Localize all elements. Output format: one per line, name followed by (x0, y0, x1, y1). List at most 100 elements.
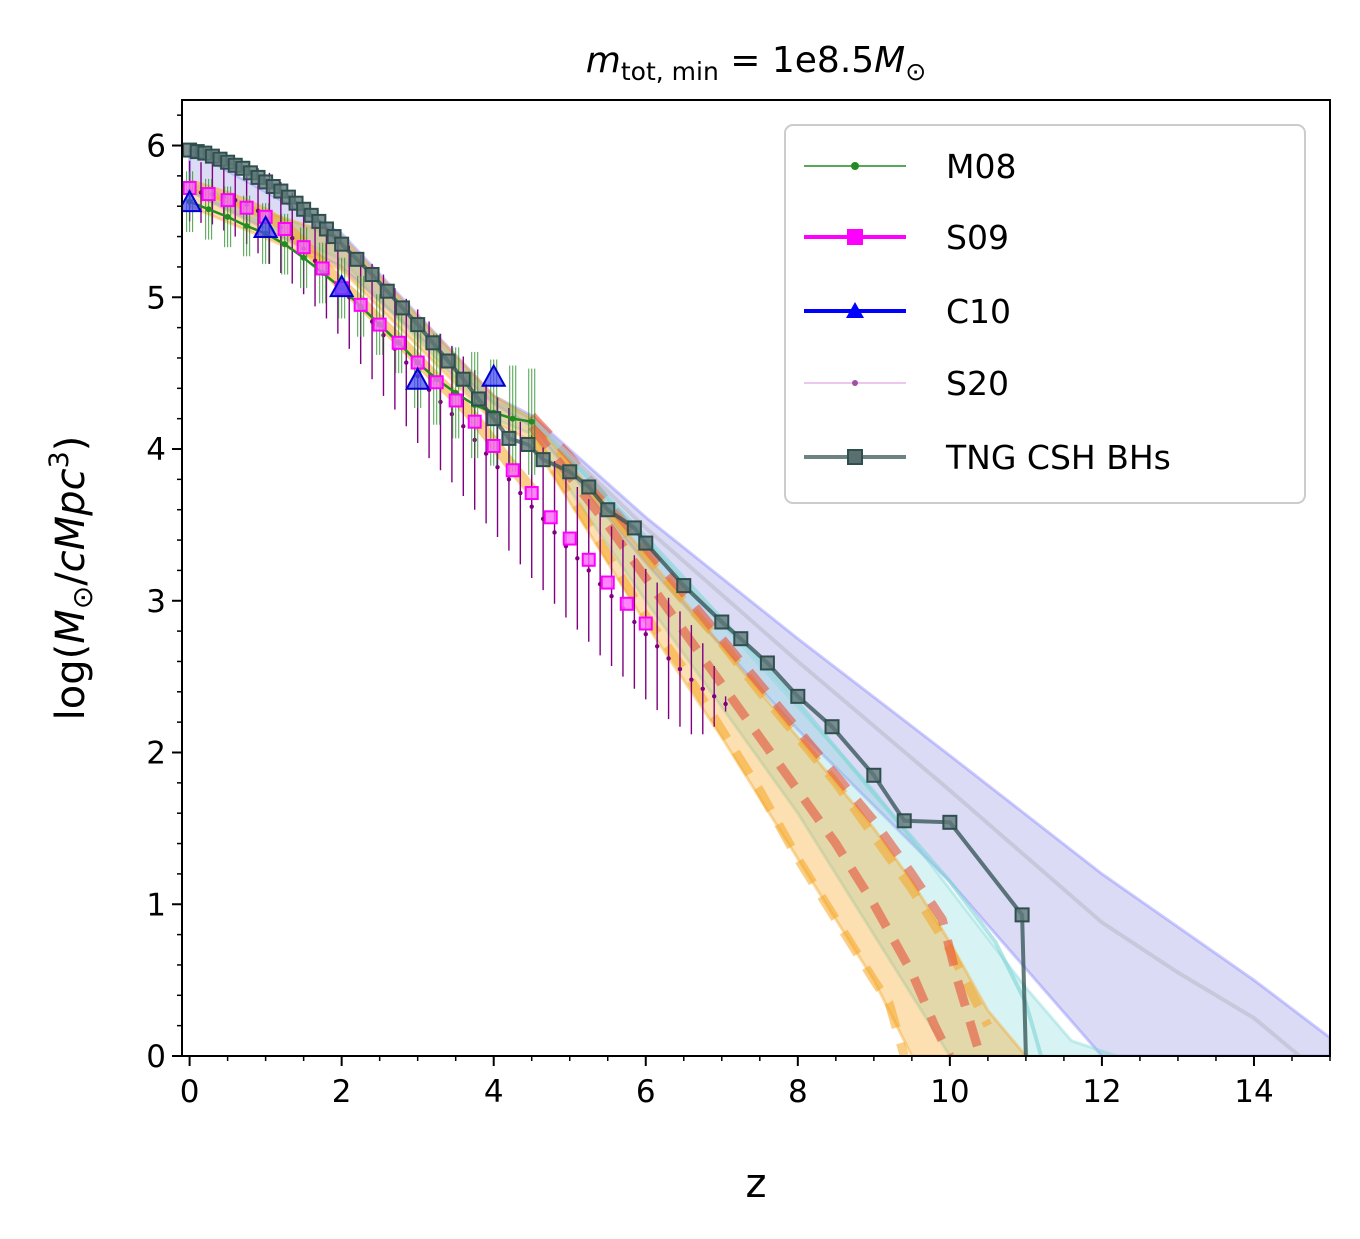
s09-point (467, 414, 482, 429)
c10-point (481, 363, 507, 387)
tng-point (562, 464, 578, 480)
tng-point (1014, 907, 1030, 923)
c10-point (404, 366, 431, 390)
s20-point (506, 477, 512, 482)
tng-point (733, 631, 749, 647)
svg-text:M08: M08 (946, 147, 1016, 186)
s20-point (689, 677, 694, 682)
s20-point (700, 686, 705, 691)
red-dashed-upper (528, 412, 985, 1056)
s09-point (524, 486, 539, 501)
tng-point (714, 614, 730, 630)
chart-title: mtot, min = 1e8.5M⊙ (586, 40, 926, 86)
y-tick-label: 4 (146, 432, 166, 468)
y-tick-label: 6 (146, 129, 166, 165)
tng-point (520, 436, 536, 452)
tng-point (486, 411, 502, 427)
s20-point (438, 399, 443, 405)
tng-point (471, 391, 487, 407)
legend-box (784, 124, 1306, 504)
x-tick-label: 0 (180, 1074, 200, 1110)
s20-point (575, 556, 580, 561)
tng-point (440, 353, 456, 369)
s09-point (239, 200, 254, 215)
s20-point (654, 644, 660, 649)
s20-point (461, 424, 466, 429)
tng-point (364, 267, 380, 283)
x-tick-label: 14 (1234, 1074, 1273, 1110)
m08-point (281, 241, 288, 248)
grey-curve (530, 417, 1301, 1056)
legend-entry-s20: S20 (804, 364, 1009, 403)
s20-point (677, 666, 683, 672)
y-tick-label: 2 (146, 736, 166, 772)
tng-point (349, 251, 365, 267)
s20-point (290, 235, 295, 241)
red-dashed-lower (528, 423, 954, 1056)
s20-point (609, 594, 614, 599)
orange-dashed-upper (528, 415, 992, 1028)
s09-point (391, 335, 406, 350)
tng-point (942, 814, 958, 830)
s09-point (201, 187, 216, 202)
s20-point (495, 465, 500, 470)
s20-point (586, 568, 591, 573)
tng-point (824, 719, 840, 735)
svg-text:S09: S09 (946, 218, 1009, 257)
legend-entry-tng: TNG CSH BHs (804, 438, 1171, 477)
cyan-curve (530, 417, 1044, 1056)
tng-point (455, 371, 471, 387)
y-tick-label: 5 (146, 280, 166, 316)
tng-point (676, 578, 692, 594)
svg-text:S20: S20 (946, 364, 1009, 403)
x-tick-label: 10 (930, 1074, 969, 1110)
s20-point (711, 694, 717, 699)
tng-point (394, 300, 410, 316)
tng-point (410, 317, 426, 333)
tng-point (501, 430, 517, 446)
s09-point (296, 240, 311, 255)
s20-point (518, 490, 523, 496)
s20-point (449, 411, 455, 417)
plot-frame (181, 99, 1331, 1057)
tng-point (334, 236, 350, 252)
legend-entry-s09: S09 (804, 218, 1009, 257)
tng-point (866, 767, 882, 783)
tng-point (581, 479, 597, 495)
s09-point (429, 375, 444, 390)
tng-point (896, 813, 912, 829)
data-series (182, 142, 1030, 1056)
m08-point (243, 222, 250, 229)
s09-point (353, 297, 368, 312)
m08-point (509, 415, 516, 422)
s20-point (381, 333, 386, 338)
c10-point (182, 189, 203, 213)
m08-point (528, 418, 535, 425)
s09-point (220, 193, 235, 208)
tng-point (379, 283, 395, 299)
s20-point (529, 504, 534, 509)
c10-point (328, 274, 355, 298)
s20-point (552, 530, 557, 535)
x-tick-label: 12 (1082, 1074, 1121, 1110)
y-tick-label: 0 (146, 1039, 166, 1075)
s09-point (619, 596, 634, 611)
y-tick-label: 3 (146, 584, 166, 620)
s09-point (638, 616, 653, 631)
s09-point (486, 438, 501, 453)
svg-text:TNG CSH BHs: TNG CSH BHs (945, 438, 1171, 477)
tng-point (638, 535, 654, 551)
legend-entry-m08: M08 (804, 147, 1016, 186)
model-curves (527, 412, 1301, 1056)
tng-point (626, 520, 642, 536)
tng-point (535, 452, 551, 468)
legend-entry-c10: C10 (804, 292, 1011, 331)
s09-point (505, 463, 520, 478)
orange-dashed-lower (527, 431, 909, 1056)
s09-point (372, 317, 387, 332)
svg-text:C10: C10 (946, 292, 1011, 331)
y-axis-title: log(M⊙/cMpc3) (44, 436, 99, 721)
x-tick-label: 6 (636, 1074, 656, 1110)
tng-point (600, 502, 616, 518)
